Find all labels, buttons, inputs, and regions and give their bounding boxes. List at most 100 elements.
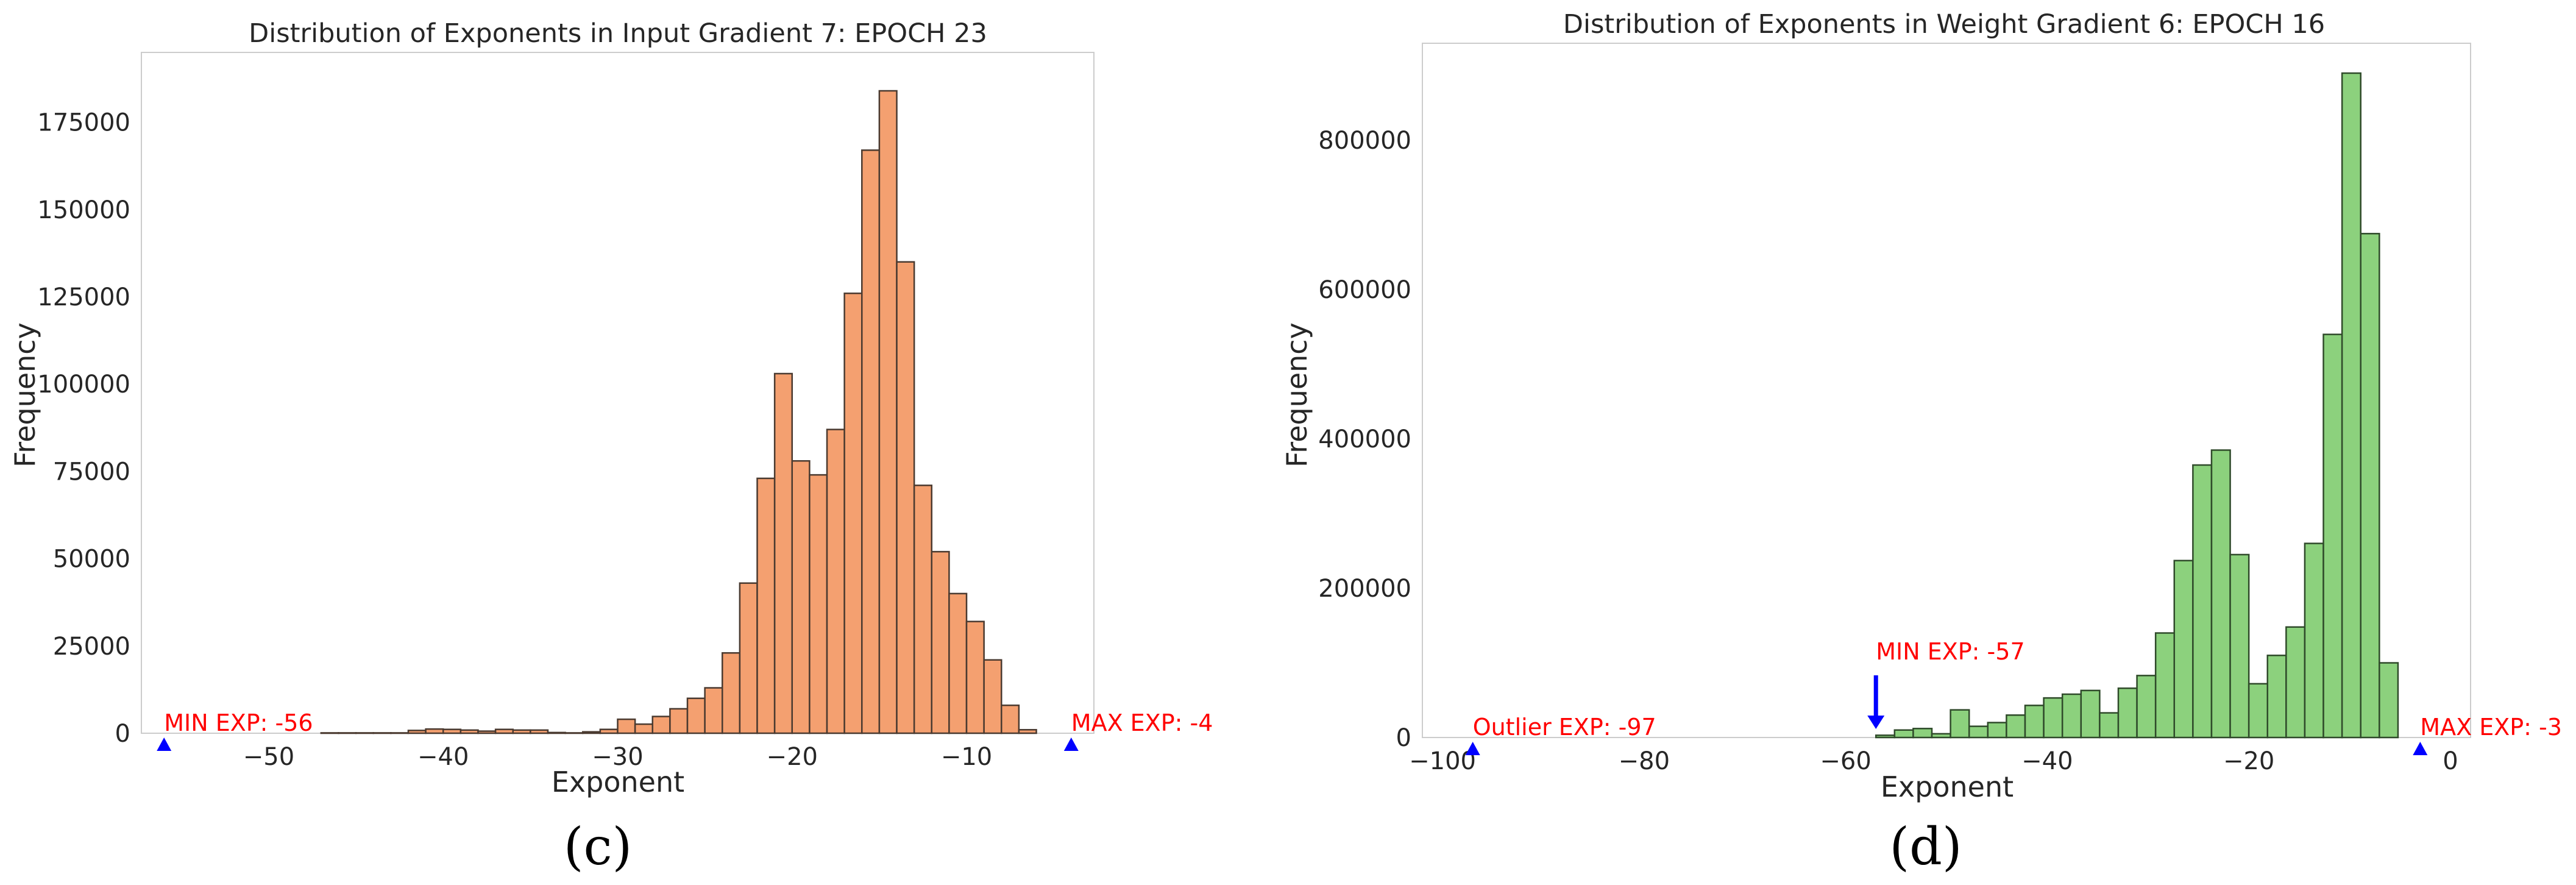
bar-group	[1875, 72, 2399, 739]
histogram-bar	[913, 485, 933, 734]
y-tick-label: 75000	[53, 458, 130, 486]
histogram-bar	[617, 718, 636, 734]
histogram-bar	[2173, 560, 2194, 739]
y-tick-label: 25000	[53, 633, 130, 661]
x-tick-label: −30	[592, 743, 643, 771]
histogram-bar	[1912, 728, 1933, 739]
histogram-bar	[2266, 655, 2287, 739]
histogram-bar	[756, 477, 776, 734]
x-tick-label: −40	[2021, 747, 2073, 775]
histogram-bar	[2304, 542, 2324, 739]
annotation-label: MIN EXP: -56	[164, 709, 313, 736]
x-tick-label: −100	[1409, 747, 1476, 775]
histogram-bar	[843, 293, 863, 734]
histogram-bar	[773, 372, 793, 734]
histogram-panel-d: Distribution of Exponents in Weight Grad…	[1280, 9, 2562, 876]
y-tick-labels: 0 200000 400000 600000 800000	[1318, 127, 1411, 752]
histogram-bar	[686, 697, 706, 734]
y-tick-label: 0	[1396, 724, 1411, 752]
histogram-bar	[2080, 689, 2101, 739]
histogram-bar	[2117, 687, 2138, 739]
bar-group	[320, 90, 1037, 734]
histogram-bar	[512, 729, 531, 734]
y-tick-label: 0	[115, 720, 130, 748]
histogram-bar	[2099, 712, 2120, 739]
histogram-bar	[1893, 729, 1914, 739]
histogram-bar	[2154, 632, 2176, 739]
x-axis-label: Exponent	[552, 766, 684, 798]
annotation-label: Outlier EXP: -97	[1473, 714, 1656, 741]
histogram-bar	[983, 659, 1002, 734]
histogram-bar	[2210, 449, 2231, 739]
histogram-bar	[896, 261, 915, 734]
histogram-bar	[1968, 725, 1989, 739]
histogram-panel-c: Distribution of Exponents in Input Gradi…	[9, 18, 1213, 876]
histogram-bar	[931, 550, 950, 734]
x-tick-label: −50	[243, 743, 294, 771]
histogram-bar	[425, 728, 444, 734]
histogram-bar	[739, 582, 758, 734]
histogram-bar	[1931, 733, 1951, 739]
x-tick-labels: −100 −80 −60 −40 −20 0	[1409, 747, 2458, 775]
histogram-bar	[2229, 553, 2250, 739]
y-tick-label: 100000	[37, 371, 130, 399]
y-tick-label: 125000	[37, 283, 130, 311]
y-tick-label: 600000	[1318, 276, 1411, 304]
histogram-bar	[861, 149, 881, 734]
histogram-bar	[722, 652, 741, 734]
histogram-bar	[948, 592, 968, 734]
histogram-bar	[2061, 693, 2082, 739]
annotation-label: MAX EXP: -3	[2420, 714, 2562, 741]
histogram-bar	[582, 731, 601, 734]
histogram-bar	[791, 460, 811, 734]
histogram-bar	[2322, 333, 2343, 739]
histogram-bar	[1950, 709, 1970, 739]
x-tick-label: −60	[1820, 747, 1871, 775]
histogram-bar	[634, 723, 654, 734]
exponent-marker	[2413, 742, 2428, 755]
annotation-label: MIN EXP: -57	[1876, 638, 2024, 665]
histogram-bar	[442, 728, 462, 734]
y-tick-label: 800000	[1318, 127, 1411, 155]
histogram-bar	[965, 620, 985, 734]
histogram-bar	[1001, 704, 1020, 734]
x-tick-label: −10	[941, 743, 992, 771]
y-tick-label: 400000	[1318, 425, 1411, 453]
histogram-bar	[477, 730, 497, 734]
chart-title: Distribution of Exponents in Weight Grad…	[1563, 9, 2325, 40]
histogram-bar	[459, 729, 479, 734]
y-tick-label: 200000	[1318, 575, 1411, 603]
annotations: Outlier EXP: -97 MIN EXP: -57 MAX EXP: -3	[1465, 638, 2562, 755]
y-tick-labels: 0 25000 50000 75000 100000 125000 150000 175000	[37, 109, 130, 748]
histogram-bar	[530, 729, 549, 734]
annotation-label: MAX EXP: -4	[1071, 709, 1213, 736]
exponent-marker	[1063, 738, 1079, 751]
histogram-bar	[809, 474, 828, 734]
histogram-bar	[704, 687, 723, 734]
annotations: MIN EXP: -56 MAX EXP: -4	[157, 709, 1213, 751]
histogram-bar	[2024, 705, 2045, 739]
histogram-bar	[2360, 233, 2380, 739]
histogram-bar	[826, 428, 845, 734]
histogram-bar	[669, 708, 689, 734]
histogram-bar	[1018, 729, 1037, 734]
histogram-bar	[2136, 675, 2157, 739]
y-tick-label: 50000	[53, 546, 130, 574]
histogram-bar	[2341, 72, 2361, 739]
x-axis-label: Exponent	[1881, 770, 2014, 803]
x-tick-label: −20	[767, 743, 818, 771]
y-axis-label: Frequency	[9, 322, 41, 467]
histogram-bar	[1987, 722, 2007, 739]
panel-label: (d)	[1889, 817, 1962, 876]
histogram-bar	[407, 730, 427, 734]
y-axis-label: Frequency	[1280, 322, 1313, 467]
x-tick-label: −20	[2223, 747, 2274, 775]
chart-title: Distribution of Exponents in Input Gradi…	[249, 18, 987, 49]
histogram-bar	[2285, 626, 2306, 739]
exponent-marker	[157, 738, 172, 751]
histogram-bar	[1875, 734, 1896, 739]
histogram-bar	[2006, 714, 2026, 739]
exponent-marker	[1465, 742, 1480, 755]
histogram-bar	[599, 728, 619, 734]
